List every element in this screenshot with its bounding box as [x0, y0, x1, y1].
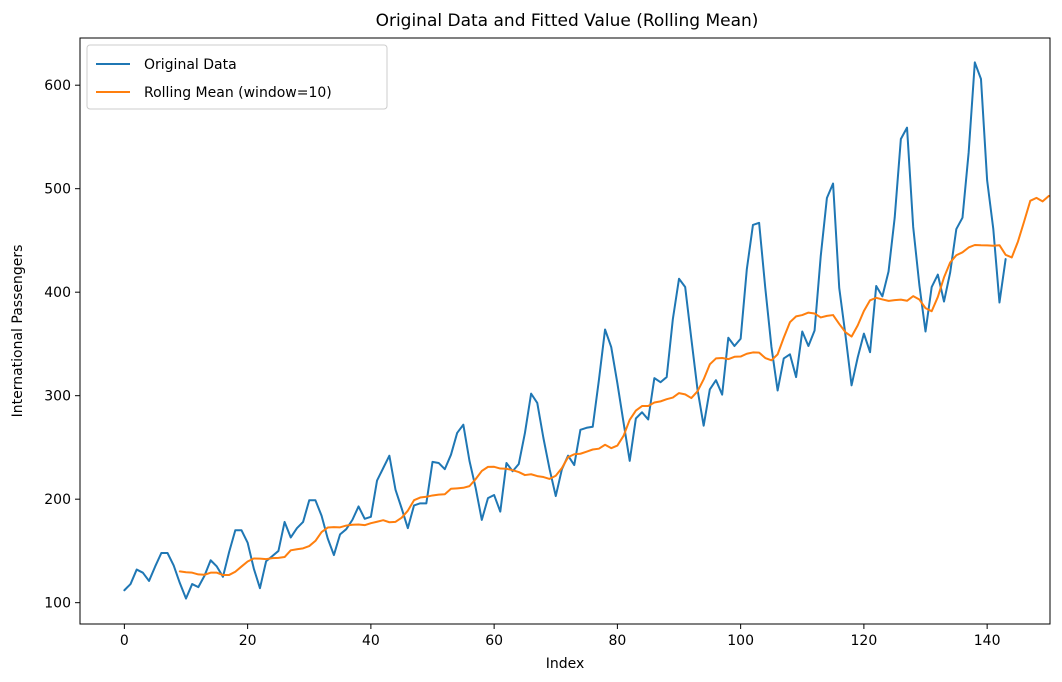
series-line-rolling-mean [178, 194, 1050, 577]
legend-box [86, 44, 388, 110]
x-tick-label: 100 [727, 633, 754, 649]
legend: Original Data Rolling Mean (window=10) [86, 44, 388, 110]
y-tick-label: 500 [44, 182, 71, 198]
y-tick-label: 400 [44, 285, 71, 301]
y-tick-label: 200 [44, 492, 71, 508]
legend-label-original: Original Data [144, 57, 237, 73]
x-tick-label: 140 [974, 633, 1001, 649]
plot-area [79, 37, 1051, 625]
x-tick-label: 60 [485, 633, 503, 649]
x-tick-label: 0 [120, 633, 129, 649]
y-axis-ticks: 100 200 300 400 500 600 [44, 78, 80, 612]
x-tick-label: 40 [362, 633, 380, 649]
series-layer [123, 61, 1050, 600]
x-tick-label: 20 [239, 633, 257, 649]
x-tick-label: 80 [608, 633, 626, 649]
series-line-original-data [123, 61, 1007, 600]
legend-label-rolling-mean: Rolling Mean (window=10) [144, 85, 332, 101]
y-tick-label: 600 [44, 78, 71, 94]
plot-frame [79, 37, 1051, 625]
y-tick-label: 100 [44, 596, 71, 612]
y-tick-label: 300 [44, 389, 71, 405]
x-axis-ticks: 0 20 40 60 80 100 120 140 [120, 624, 1001, 649]
chart-title: Original Data and Fitted Value (Rolling … [376, 11, 759, 31]
x-tick-label: 120 [851, 633, 878, 649]
y-axis-title: International Passengers [10, 245, 26, 418]
x-axis-title: Index [546, 656, 585, 672]
